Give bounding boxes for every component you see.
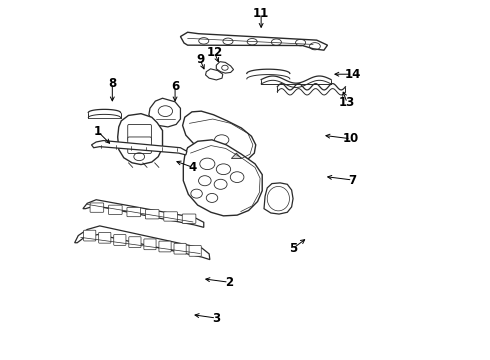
FancyBboxPatch shape [98, 233, 111, 243]
FancyBboxPatch shape [189, 246, 201, 256]
FancyBboxPatch shape [128, 125, 151, 141]
FancyBboxPatch shape [174, 243, 186, 254]
FancyBboxPatch shape [164, 212, 177, 221]
FancyBboxPatch shape [146, 210, 159, 219]
Polygon shape [231, 153, 242, 158]
Text: 4: 4 [189, 161, 197, 174]
Text: 5: 5 [289, 242, 297, 255]
Text: 9: 9 [196, 53, 204, 66]
FancyBboxPatch shape [144, 239, 156, 250]
Polygon shape [216, 62, 234, 73]
Polygon shape [180, 32, 327, 50]
Polygon shape [205, 69, 223, 80]
FancyBboxPatch shape [114, 235, 126, 245]
Text: 1: 1 [94, 125, 102, 138]
Text: 2: 2 [225, 276, 233, 289]
Text: 3: 3 [212, 311, 220, 325]
FancyBboxPatch shape [182, 214, 196, 223]
Polygon shape [83, 200, 204, 227]
FancyBboxPatch shape [90, 203, 104, 212]
Text: 7: 7 [348, 174, 357, 186]
Polygon shape [92, 140, 187, 155]
FancyBboxPatch shape [108, 205, 122, 215]
Text: 10: 10 [343, 132, 359, 145]
FancyBboxPatch shape [128, 137, 151, 153]
Polygon shape [183, 140, 262, 216]
Text: 11: 11 [253, 7, 270, 20]
FancyBboxPatch shape [159, 241, 171, 252]
FancyBboxPatch shape [84, 230, 96, 241]
Polygon shape [183, 111, 256, 162]
Text: 6: 6 [171, 80, 179, 93]
FancyBboxPatch shape [129, 237, 141, 248]
Text: 14: 14 [344, 68, 361, 81]
Polygon shape [149, 98, 180, 127]
Text: 12: 12 [206, 46, 222, 59]
Polygon shape [118, 114, 163, 165]
Text: 13: 13 [339, 96, 355, 109]
Polygon shape [74, 226, 210, 260]
FancyBboxPatch shape [127, 207, 141, 217]
Text: 8: 8 [108, 77, 117, 90]
Polygon shape [264, 183, 293, 214]
